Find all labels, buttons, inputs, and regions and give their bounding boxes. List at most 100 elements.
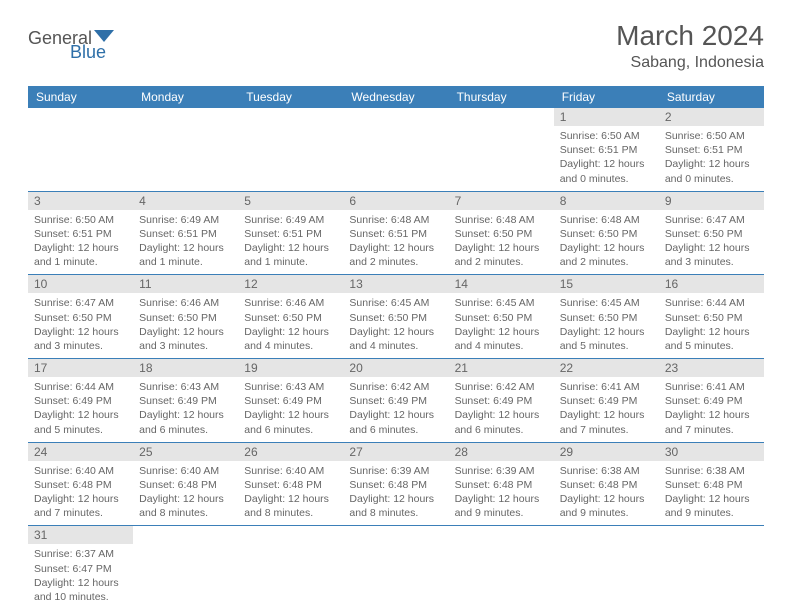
day-cell: 5Sunrise: 6:49 AMSunset: 6:51 PMDaylight… [238,192,343,275]
day-info: Sunrise: 6:49 AMSunset: 6:51 PMDaylight:… [133,210,238,275]
daylight-line: Daylight: 12 hours and 3 minutes. [139,325,232,353]
empty-cell [238,526,343,609]
daylight-line: Daylight: 12 hours and 2 minutes. [560,241,653,269]
sunset-line: Sunset: 6:50 PM [455,227,548,241]
sunset-line: Sunset: 6:48 PM [34,478,127,492]
day-cell: 29Sunrise: 6:38 AMSunset: 6:48 PMDayligh… [554,443,659,526]
sunset-line: Sunset: 6:48 PM [455,478,548,492]
day-info: Sunrise: 6:48 AMSunset: 6:51 PMDaylight:… [343,210,448,275]
day-number: 30 [659,443,764,461]
weekday-thu: Thursday [449,86,554,108]
day-number: 29 [554,443,659,461]
day-cell: 31Sunrise: 6:37 AMSunset: 6:47 PMDayligh… [28,526,133,609]
day-cell: 4Sunrise: 6:49 AMSunset: 6:51 PMDaylight… [133,192,238,275]
day-info: Sunrise: 6:39 AMSunset: 6:48 PMDaylight:… [343,461,448,526]
day-info: Sunrise: 6:45 AMSunset: 6:50 PMDaylight:… [554,293,659,358]
sunrise-line: Sunrise: 6:50 AM [665,129,758,143]
sunrise-line: Sunrise: 6:48 AM [560,213,653,227]
sunset-line: Sunset: 6:48 PM [560,478,653,492]
day-info: Sunrise: 6:47 AMSunset: 6:50 PMDaylight:… [659,210,764,275]
day-number: 27 [343,443,448,461]
empty-cell [659,526,764,609]
weekday-sat: Saturday [659,86,764,108]
day-cell: 26Sunrise: 6:40 AMSunset: 6:48 PMDayligh… [238,443,343,526]
sunrise-line: Sunrise: 6:38 AM [665,464,758,478]
sunrise-line: Sunrise: 6:44 AM [665,296,758,310]
daylight-line: Daylight: 12 hours and 6 minutes. [349,408,442,436]
sunrise-line: Sunrise: 6:49 AM [244,213,337,227]
day-info: Sunrise: 6:45 AMSunset: 6:50 PMDaylight:… [343,293,448,358]
sunrise-line: Sunrise: 6:39 AM [349,464,442,478]
sunrise-line: Sunrise: 6:40 AM [244,464,337,478]
sunset-line: Sunset: 6:51 PM [34,227,127,241]
weekday-wed: Wednesday [343,86,448,108]
sunset-line: Sunset: 6:51 PM [244,227,337,241]
day-cell: 3Sunrise: 6:50 AMSunset: 6:51 PMDaylight… [28,192,133,275]
week-row: 10Sunrise: 6:47 AMSunset: 6:50 PMDayligh… [28,275,764,359]
day-number: 5 [238,192,343,210]
day-info: Sunrise: 6:42 AMSunset: 6:49 PMDaylight:… [449,377,554,442]
daylight-line: Daylight: 12 hours and 7 minutes. [34,492,127,520]
day-info: Sunrise: 6:48 AMSunset: 6:50 PMDaylight:… [554,210,659,275]
week-row: 24Sunrise: 6:40 AMSunset: 6:48 PMDayligh… [28,443,764,527]
day-info: Sunrise: 6:50 AMSunset: 6:51 PMDaylight:… [28,210,133,275]
sunrise-line: Sunrise: 6:47 AM [34,296,127,310]
day-cell: 19Sunrise: 6:43 AMSunset: 6:49 PMDayligh… [238,359,343,442]
day-number: 22 [554,359,659,377]
sunrise-line: Sunrise: 6:50 AM [560,129,653,143]
week-row: 3Sunrise: 6:50 AMSunset: 6:51 PMDaylight… [28,192,764,276]
sunrise-line: Sunrise: 6:40 AM [139,464,232,478]
sunrise-line: Sunrise: 6:37 AM [34,547,127,561]
sunset-line: Sunset: 6:51 PM [665,143,758,157]
day-cell: 28Sunrise: 6:39 AMSunset: 6:48 PMDayligh… [449,443,554,526]
daylight-line: Daylight: 12 hours and 4 minutes. [349,325,442,353]
day-info: Sunrise: 6:45 AMSunset: 6:50 PMDaylight:… [449,293,554,358]
day-number: 23 [659,359,764,377]
day-cell: 15Sunrise: 6:45 AMSunset: 6:50 PMDayligh… [554,275,659,358]
sunset-line: Sunset: 6:49 PM [139,394,232,408]
day-number: 17 [28,359,133,377]
daylight-line: Daylight: 12 hours and 8 minutes. [139,492,232,520]
sunrise-line: Sunrise: 6:47 AM [665,213,758,227]
day-number: 13 [343,275,448,293]
day-info: Sunrise: 6:44 AMSunset: 6:50 PMDaylight:… [659,293,764,358]
day-cell: 25Sunrise: 6:40 AMSunset: 6:48 PMDayligh… [133,443,238,526]
daylight-line: Daylight: 12 hours and 8 minutes. [244,492,337,520]
month-title: March 2024 [616,20,764,52]
day-number: 18 [133,359,238,377]
daylight-line: Daylight: 12 hours and 0 minutes. [560,157,653,185]
flag-icon [94,30,114,42]
daylight-line: Daylight: 12 hours and 1 minute. [139,241,232,269]
sunset-line: Sunset: 6:50 PM [665,227,758,241]
day-cell: 24Sunrise: 6:40 AMSunset: 6:48 PMDayligh… [28,443,133,526]
day-number: 11 [133,275,238,293]
daylight-line: Daylight: 12 hours and 0 minutes. [665,157,758,185]
day-info: Sunrise: 6:37 AMSunset: 6:47 PMDaylight:… [28,544,133,609]
day-cell: 10Sunrise: 6:47 AMSunset: 6:50 PMDayligh… [28,275,133,358]
daylight-line: Daylight: 12 hours and 10 minutes. [34,576,127,604]
sunset-line: Sunset: 6:49 PM [244,394,337,408]
empty-cell [554,526,659,609]
day-cell: 13Sunrise: 6:45 AMSunset: 6:50 PMDayligh… [343,275,448,358]
page-header: General Blue March 2024 Sabang, Indonesi… [28,20,764,72]
day-cell: 20Sunrise: 6:42 AMSunset: 6:49 PMDayligh… [343,359,448,442]
day-number: 10 [28,275,133,293]
daylight-line: Daylight: 12 hours and 4 minutes. [455,325,548,353]
day-number: 14 [449,275,554,293]
sunset-line: Sunset: 6:48 PM [139,478,232,492]
sunrise-line: Sunrise: 6:48 AM [349,213,442,227]
daylight-line: Daylight: 12 hours and 1 minute. [34,241,127,269]
weekday-mon: Monday [133,86,238,108]
daylight-line: Daylight: 12 hours and 5 minutes. [560,325,653,353]
brand-logo: General Blue [28,26,148,63]
empty-cell [343,108,448,191]
day-info: Sunrise: 6:46 AMSunset: 6:50 PMDaylight:… [238,293,343,358]
day-info: Sunrise: 6:40 AMSunset: 6:48 PMDaylight:… [133,461,238,526]
day-number: 19 [238,359,343,377]
sunset-line: Sunset: 6:48 PM [349,478,442,492]
sunset-line: Sunset: 6:50 PM [560,227,653,241]
empty-cell [343,526,448,609]
day-cell: 11Sunrise: 6:46 AMSunset: 6:50 PMDayligh… [133,275,238,358]
sunrise-line: Sunrise: 6:42 AM [455,380,548,394]
day-info: Sunrise: 6:48 AMSunset: 6:50 PMDaylight:… [449,210,554,275]
